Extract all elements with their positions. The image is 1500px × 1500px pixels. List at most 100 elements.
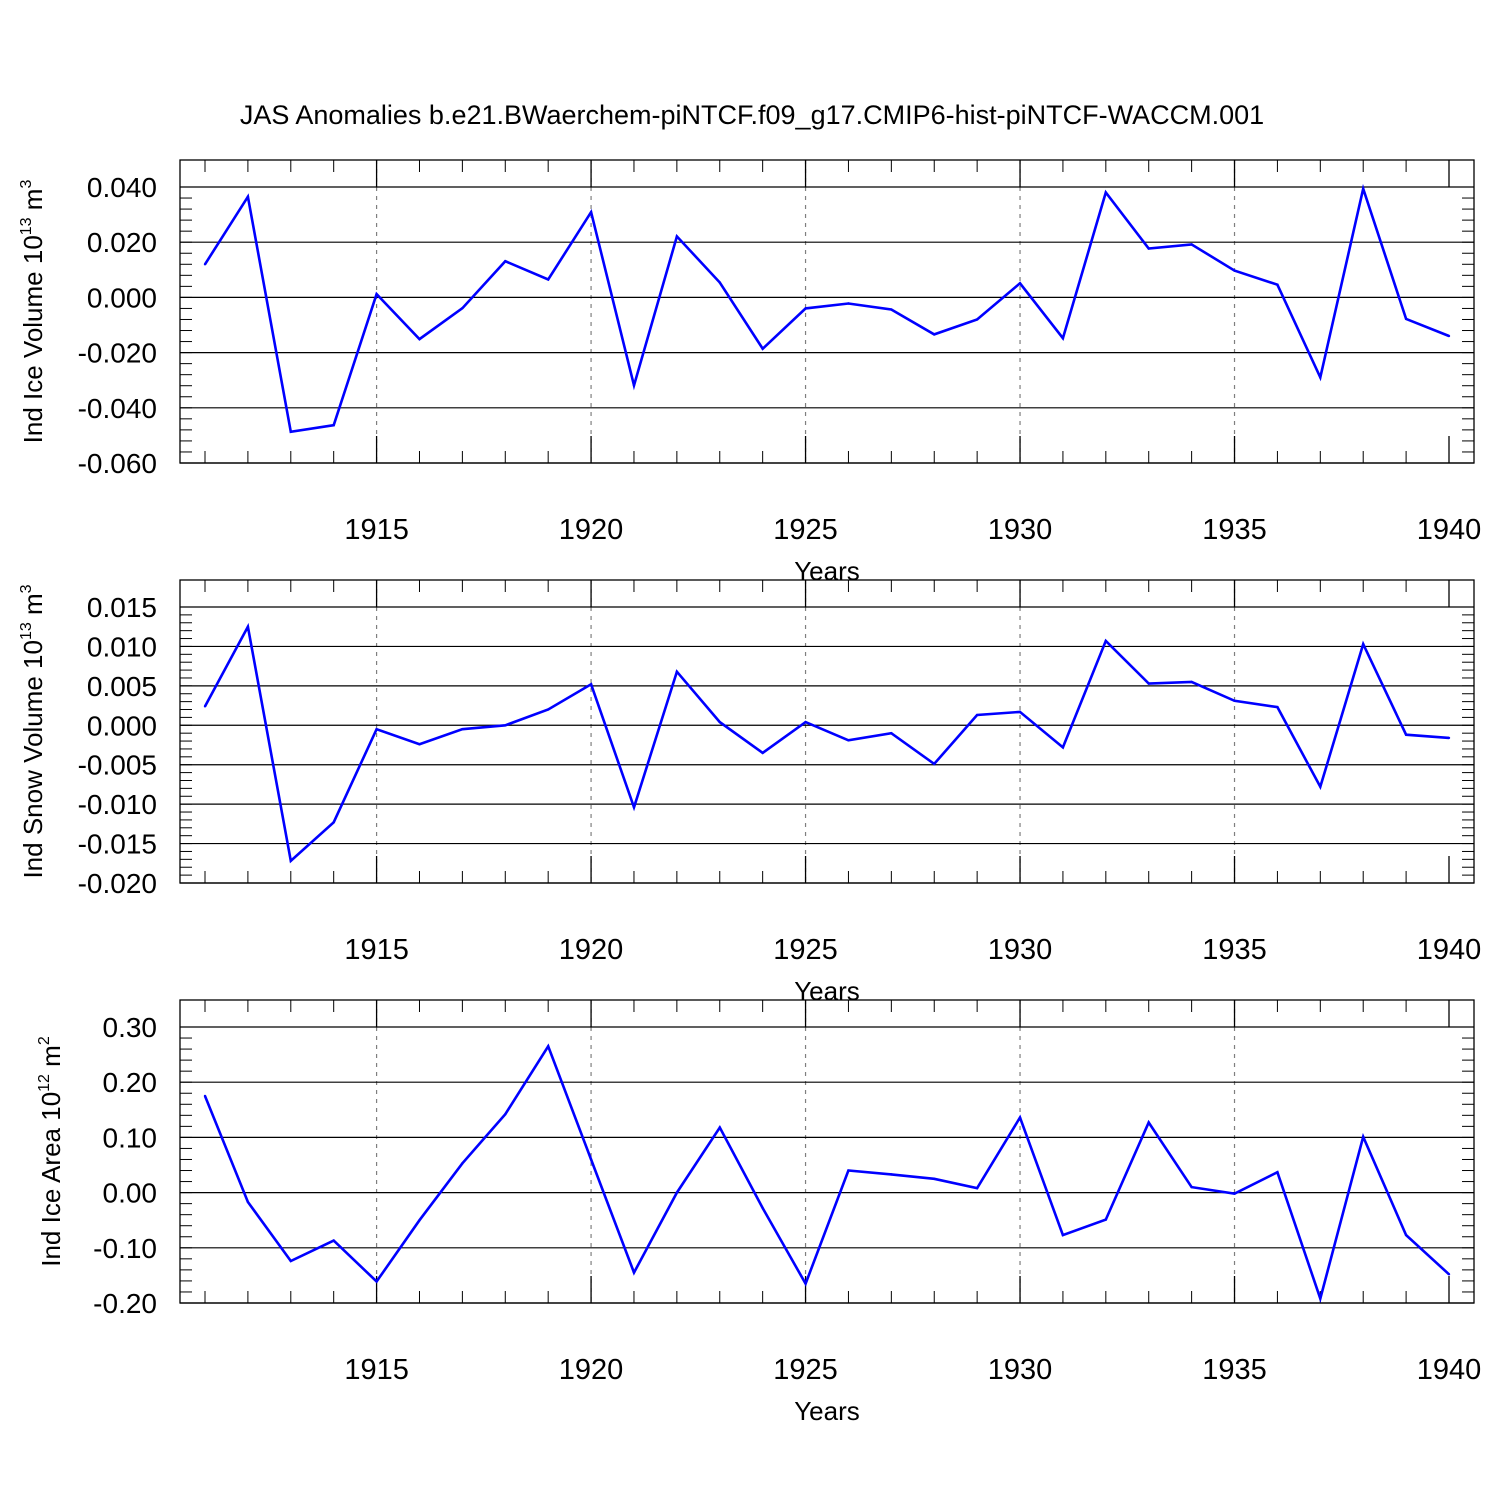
y-tick-label: -0.040 [78,393,157,424]
data-point [632,1271,636,1274]
data-point [1362,187,1365,190]
panel-2: 0.015 0.010 0.005 0.000 -0.005 -0.010 -0.015 -0… [18,579,1482,1006]
y-axis-label-unit-exponent: 2 [36,1036,53,1045]
data-point [890,731,893,735]
data-point [1276,705,1279,709]
data-point [1404,317,1408,321]
x-tick-label: 1940 [1417,934,1482,966]
data-point [418,1219,421,1222]
x-tick-label: 1915 [344,1354,409,1386]
y-tick-label: 0.005 [87,671,157,702]
data-point [761,751,764,755]
y-axis-label: Ind Ice Volume 1013 m3 [18,180,48,444]
y-tick-label: 0.000 [87,282,157,313]
data-point [1362,642,1365,646]
data-point [1018,1116,1022,1119]
y-axis-label-exponent: 12 [36,1074,53,1092]
data-point [504,724,507,727]
y-axis-label-unit: m [18,189,48,218]
y-tick-label: 0.010 [87,631,157,662]
y-axis-label-unit: m [18,593,48,622]
data-point [1233,1192,1236,1195]
data-point [761,1206,764,1210]
y-tick-label: 0.015 [87,592,157,623]
x-tick-label: 1920 [559,514,624,546]
x-axis-label: Years [794,976,860,1006]
y-tick-label: 0.040 [87,172,157,203]
data-point [1319,785,1322,788]
data-point [675,235,679,238]
y-tick-label: -0.020 [78,338,157,369]
data-point [418,337,421,341]
y-tick-label: 0.000 [87,710,157,741]
data-point [246,625,250,628]
data-point [546,1045,550,1048]
data-point [847,302,850,305]
data-point [933,1177,936,1181]
data-point [1018,710,1022,714]
y-tick-label: -0.20 [93,1288,157,1319]
y-tick-label: 0.10 [103,1122,158,1153]
data-point [1233,699,1236,703]
x-axis-label: Years [794,556,860,586]
y-axis-label-text: Ind Ice Volume 10 [18,235,48,443]
y-tick-label: 0.30 [103,1012,158,1043]
x-axis-label: Years [794,1396,860,1426]
data-point [375,1280,378,1283]
data-point [975,318,979,321]
x-tick-label: 1935 [1202,934,1267,966]
y-axis-label: Ind Snow Volume 1013 m3 [18,584,48,878]
data-point [675,670,679,673]
data-point [1447,334,1451,338]
data-point [1276,1170,1279,1174]
x-tick-label: 1935 [1202,514,1267,546]
data-point [1362,1135,1365,1139]
data-point [332,423,335,427]
x-tick-label: 1930 [988,514,1053,546]
data-point [1276,283,1279,286]
data-point [847,1169,850,1172]
data-point [1061,746,1065,749]
series-line [203,183,1450,434]
data-point [1447,1273,1451,1276]
data-point [1018,282,1022,285]
data-point [933,333,936,336]
y-axis-label-unit: m [36,1045,66,1074]
y-tick-label: 0.020 [87,227,157,258]
data-point [375,728,378,731]
data-point [1104,1218,1108,1221]
data-point [847,739,850,742]
x-tick-label: 1925 [773,514,838,546]
data-point [1061,1233,1065,1237]
data-point [890,308,893,311]
y-axis-label-unit-exponent: 3 [18,584,35,593]
data-point [1147,682,1150,685]
x-tick-label: 1935 [1202,1354,1267,1386]
data-point [1061,337,1065,340]
data-point [1404,733,1408,736]
data-point [289,859,292,863]
x-tick-label: 1915 [344,934,409,966]
data-point [461,306,464,310]
data-point [1404,1233,1408,1237]
x-tick-label: 1920 [559,934,624,966]
y-tick-label: -0.020 [78,868,157,899]
data-point [418,743,421,746]
data-point [718,281,721,284]
x-tick-label: 1925 [773,934,838,966]
data-point [933,762,936,766]
data-point [203,263,207,266]
data-point [1447,736,1451,740]
panel-3: 0.30 0.20 0.10 0.00 -0.10 -0.20 1915 1920 1925 19… [36,999,1481,1426]
data-point [718,1126,721,1129]
data-point [546,708,550,711]
data-point [804,720,807,724]
data-point [1319,1297,1322,1300]
data-point [1104,191,1108,194]
data-point [1190,680,1193,684]
data-point [761,347,764,350]
data-point [1190,1185,1193,1189]
data-point [804,1282,807,1285]
